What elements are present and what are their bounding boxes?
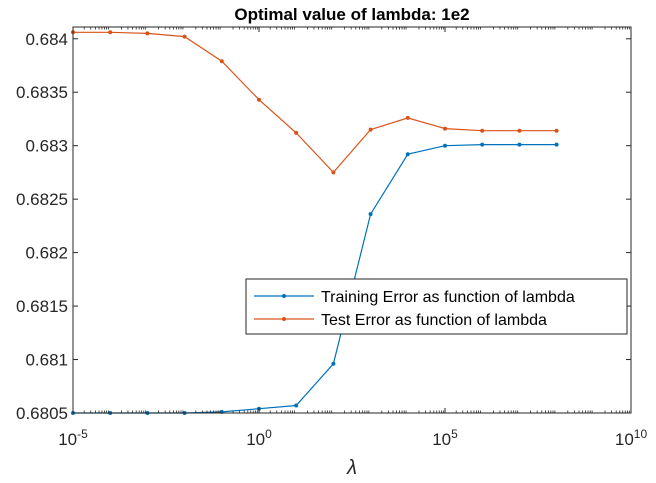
axes-box [72, 26, 632, 414]
legend-label: Test Error as function of lambda [321, 312, 547, 329]
series-1-point [405, 152, 410, 157]
x-tick-label: 1010 [615, 427, 648, 449]
y-tick-label: 0.683 [25, 137, 68, 156]
plot-area [73, 27, 631, 413]
y-tick-label: 0.6825 [16, 190, 68, 209]
series-2-point [108, 30, 113, 35]
x-tick-label: 100 [246, 427, 272, 449]
legend-marker [282, 294, 286, 298]
series-2-point [182, 34, 187, 39]
legend: Training Error as function of lambda Test… [245, 278, 628, 335]
series-1-point [331, 361, 336, 366]
series-2-point [219, 59, 224, 64]
series-2-point [405, 115, 410, 120]
x-tick-label: 10-5 [58, 427, 88, 449]
series-2-point [443, 126, 447, 131]
series-1-point [368, 212, 373, 217]
series-2-point [331, 170, 336, 175]
series-2-point [294, 130, 299, 135]
series-line-2 [73, 31, 557, 174]
chart-title: Optimal value of lambda: 1e2 [234, 5, 469, 24]
series-1-point [294, 403, 299, 408]
series-2-point [257, 97, 261, 102]
y-tick-label: 0.6835 [16, 83, 68, 102]
series-2-point [480, 128, 485, 133]
series-1-point [443, 143, 447, 148]
x-axis-label: λ [346, 457, 357, 479]
series-2-point [554, 128, 559, 133]
y-tick-label: 0.681 [25, 351, 68, 370]
legend-box [245, 278, 628, 335]
y-tick-label: 0.684 [25, 30, 68, 49]
series-2-point [145, 31, 150, 36]
legend-label: Training Error as function of lambda [321, 289, 575, 306]
y-tick-label: 0.6815 [16, 297, 68, 316]
series-1-point [554, 142, 559, 147]
series-1-point [517, 142, 522, 147]
series-2-point [517, 128, 522, 133]
legend-marker [282, 317, 286, 321]
y-tick-label: 0.682 [25, 244, 68, 263]
series-2-point [368, 127, 373, 132]
y-tick-label: 0.6805 [16, 404, 68, 423]
series-1-point [480, 142, 485, 147]
x-tick-label: 105 [432, 427, 458, 449]
